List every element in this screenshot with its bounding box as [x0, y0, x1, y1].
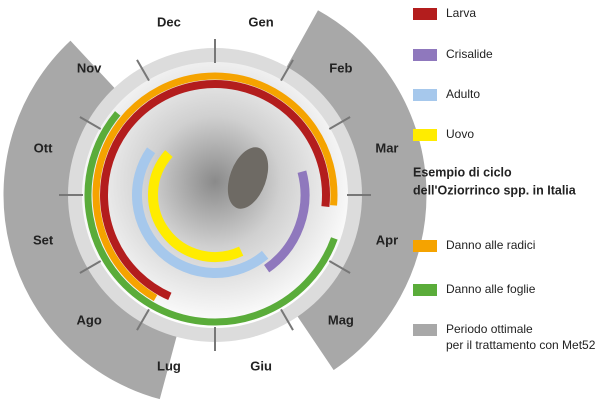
legend-label: Crisalide	[446, 47, 493, 61]
month-tick	[79, 260, 102, 274]
swatch-uovo	[413, 129, 437, 141]
arc-uovo	[148, 150, 244, 262]
legend-title: dell'Oziorrinco spp. in Italia	[413, 183, 577, 197]
legend-label: Danno alle foglie	[446, 282, 536, 296]
legend-label: Periodo ottimale	[446, 322, 533, 336]
month-tick	[136, 308, 150, 331]
arc-larva	[100, 80, 330, 301]
legend-label: Larva	[446, 6, 476, 20]
month-label: Set	[33, 233, 54, 248]
month-tick	[328, 260, 351, 274]
legend-label: Danno alle radici	[446, 238, 535, 252]
month-tick	[79, 116, 102, 130]
month-label: Apr	[376, 233, 398, 248]
weevil	[227, 147, 269, 209]
month-label: Nov	[77, 61, 102, 76]
swatch-radici	[413, 240, 437, 252]
legend-title: Esempio di ciclo	[413, 165, 512, 179]
month-tick	[328, 116, 351, 130]
arc-radici	[92, 72, 338, 302]
legend-label: Uovo	[446, 127, 474, 141]
month-label: Mar	[375, 140, 398, 155]
month-label: Ago	[76, 312, 101, 327]
swatch-adulto	[413, 89, 437, 101]
month-label: Giu	[250, 358, 272, 373]
legend-label: per il trattamento con Met52	[446, 338, 596, 352]
month-label: Feb	[329, 61, 352, 76]
month-label: Mag	[328, 312, 354, 327]
arc-crisalide	[263, 170, 310, 273]
month-label: Ott	[34, 140, 53, 155]
wheel: Gen Feb Mar Apr Mag Giu Lug Ago Set Ott Nov Dec	[2, 8, 428, 401]
swatch-crisalide	[413, 49, 437, 61]
swatch-foglie	[413, 284, 437, 296]
month-tick	[136, 59, 150, 82]
month-label: Gen	[248, 15, 273, 30]
arc-foglie	[84, 111, 338, 326]
arc-adulto	[132, 147, 269, 278]
month-label: Lug	[157, 358, 181, 373]
month-tick	[280, 59, 294, 82]
month-label: Dec	[157, 15, 181, 30]
month-tick	[280, 308, 294, 331]
swatch-larva	[413, 8, 437, 20]
swatch-periodo	[413, 324, 437, 336]
legend: Larva Crisalide Adulto Uovo Esempio di c…	[413, 6, 596, 352]
legend-label: Adulto	[446, 87, 480, 101]
